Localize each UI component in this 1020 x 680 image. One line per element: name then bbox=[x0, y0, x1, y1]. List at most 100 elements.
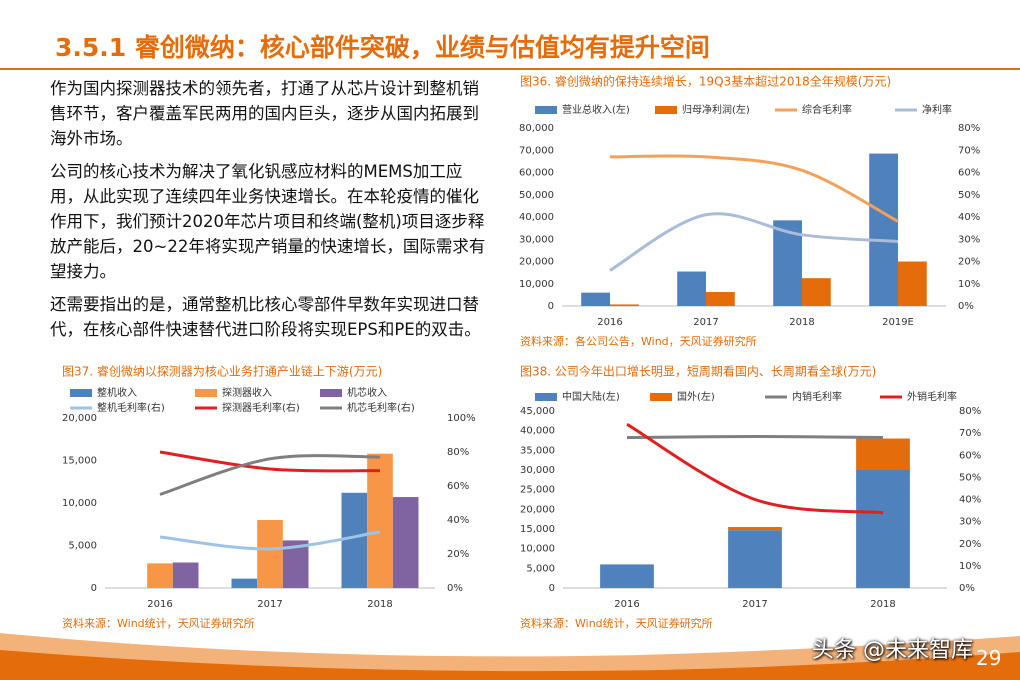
footer-band bbox=[0, 650, 1020, 680]
line-series bbox=[609, 212, 899, 272]
bar bbox=[610, 304, 639, 306]
x-tick-label: 2016 bbox=[147, 599, 172, 610]
y2-tick-label: 70% bbox=[959, 428, 981, 439]
legend-label: 探测器收入 bbox=[222, 386, 272, 399]
x-tick-label: 2019E bbox=[882, 317, 914, 328]
y2-tick-label: 60% bbox=[958, 168, 980, 179]
bar bbox=[172, 562, 199, 588]
y-tick-label: 15,000 bbox=[62, 456, 97, 467]
y-tick-label: 60,000 bbox=[519, 168, 554, 179]
y2-tick-label: 40% bbox=[447, 515, 469, 526]
legend-label: 内销毛利率 bbox=[792, 390, 842, 403]
bar bbox=[257, 520, 283, 588]
x-tick-label: 2017 bbox=[742, 599, 767, 610]
y-tick-label: 25,000 bbox=[520, 485, 555, 496]
bar bbox=[898, 261, 927, 306]
y-tick-label: 45,000 bbox=[520, 406, 555, 417]
y2-tick-label: 50% bbox=[959, 472, 981, 483]
bar bbox=[392, 497, 419, 588]
paragraph: 作为国内探测器技术的领先者，打通了从芯片设计到整机销售环节，客户覆盖军民两用的国… bbox=[50, 79, 479, 148]
y2-tick-label: 30% bbox=[958, 234, 980, 245]
page-number: 29 bbox=[976, 646, 1002, 670]
bar bbox=[147, 563, 173, 588]
legend-swatch bbox=[70, 389, 92, 397]
y2-tick-label: 10% bbox=[959, 561, 981, 572]
y-tick-label: 80,000 bbox=[519, 123, 554, 134]
y2-tick-label: 80% bbox=[447, 447, 469, 458]
x-tick-label: 2017 bbox=[257, 599, 282, 610]
y2-tick-label: 50% bbox=[958, 190, 980, 201]
y-tick-label: 10,000 bbox=[520, 544, 555, 555]
y-tick-label: 50,000 bbox=[519, 190, 554, 201]
y2-tick-label: 100% bbox=[447, 413, 476, 424]
y2-tick-label: 0% bbox=[959, 583, 975, 594]
y-tick-label: 0 bbox=[549, 583, 555, 594]
y-tick-label: 0 bbox=[548, 301, 554, 312]
y-tick-label: 20,000 bbox=[520, 504, 555, 515]
y2-tick-label: 40% bbox=[958, 212, 980, 223]
y-tick-label: 0 bbox=[91, 583, 97, 594]
paragraph: 公司的核心技术为解决了氧化钒感应材料的MEMS加工应用，从此实现了连续四年业务快… bbox=[50, 162, 486, 281]
bar bbox=[581, 292, 610, 306]
bar bbox=[600, 564, 654, 588]
bar bbox=[367, 453, 393, 588]
y2-tick-label: 20% bbox=[959, 539, 981, 550]
legend-label: 外销毛利率 bbox=[907, 390, 957, 403]
bar bbox=[728, 530, 782, 588]
paragraph: 还需要指出的是，通常整机比核心零部件早数年实现进口替代，在核心部件快速替代进口阶… bbox=[50, 295, 481, 339]
y2-tick-label: 20% bbox=[447, 549, 469, 560]
x-tick-label: 2018 bbox=[367, 599, 392, 610]
legend-label: 国外(左) bbox=[677, 390, 715, 403]
x-tick-label: 2016 bbox=[614, 599, 639, 610]
bar bbox=[856, 470, 910, 588]
source-note: 资料来源：Wind统计，天风证券研究所 bbox=[62, 616, 255, 630]
watermark: 头条 @未来智库 bbox=[812, 638, 973, 663]
line-series bbox=[626, 434, 884, 440]
y-tick-label: 15,000 bbox=[520, 524, 555, 535]
bar bbox=[677, 271, 706, 306]
legend-label: 净利率 bbox=[922, 103, 952, 116]
legend-label: 综合毛利率 bbox=[802, 103, 852, 116]
line-series bbox=[159, 530, 381, 551]
chart-title: 图38. 公司今年出口增长明显，短周期看国内、长周期看全球(万元) bbox=[520, 364, 876, 379]
bar bbox=[728, 527, 782, 531]
bar bbox=[856, 438, 910, 470]
y-tick-label: 30,000 bbox=[520, 465, 555, 476]
legend-label: 机芯收入 bbox=[347, 386, 387, 399]
legend-swatch bbox=[650, 393, 672, 401]
y-tick-label: 70,000 bbox=[519, 145, 554, 156]
legend-label: 整机毛利率(右) bbox=[97, 401, 165, 414]
y2-tick-label: 20% bbox=[958, 257, 980, 268]
legend-swatch bbox=[320, 389, 342, 397]
bar bbox=[341, 492, 368, 588]
chart-title: 图37. 睿创微纳以探测器为核心业务打通产业链上下游(万元) bbox=[62, 364, 382, 379]
y2-tick-label: 80% bbox=[958, 123, 980, 134]
chart-title: 图36. 睿创微纳的保持连续增长，19Q3基本超过2018全年规模(万元) bbox=[520, 74, 891, 89]
y-tick-label: 40,000 bbox=[520, 426, 555, 437]
source-note: 资料来源：Wind统计，天风证券研究所 bbox=[520, 616, 713, 630]
bar bbox=[706, 291, 735, 306]
y-tick-label: 10,000 bbox=[519, 279, 554, 290]
line-series bbox=[609, 154, 899, 223]
y-tick-label: 5,000 bbox=[68, 541, 97, 552]
title-rule bbox=[0, 68, 1020, 70]
y-tick-label: 35,000 bbox=[520, 445, 555, 456]
legend-label: 整机收入 bbox=[97, 386, 137, 399]
y2-tick-label: 10% bbox=[958, 279, 980, 290]
bar bbox=[869, 153, 898, 306]
y-tick-label: 5,000 bbox=[526, 563, 555, 574]
x-tick-label: 2018 bbox=[789, 317, 814, 328]
y-tick-label: 30,000 bbox=[519, 234, 554, 245]
x-tick-label: 2018 bbox=[870, 599, 895, 610]
y2-tick-label: 0% bbox=[447, 583, 463, 594]
y2-tick-label: 40% bbox=[959, 495, 981, 506]
legend-label: 营业总收入(左) bbox=[562, 103, 630, 116]
bar bbox=[802, 278, 831, 306]
line-series bbox=[159, 454, 381, 496]
x-tick-label: 2017 bbox=[693, 317, 718, 328]
legend-swatch bbox=[655, 106, 677, 114]
legend-label: 探测器毛利率(右) bbox=[222, 401, 300, 414]
y-tick-label: 20,000 bbox=[62, 413, 97, 424]
